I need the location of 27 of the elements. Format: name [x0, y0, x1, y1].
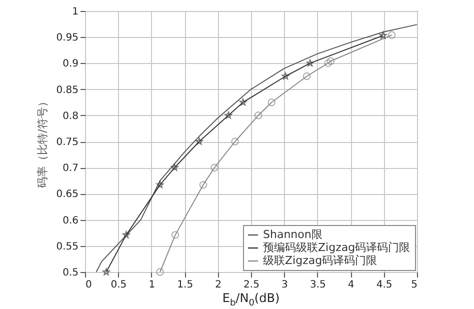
x-tick-label: 1.5 [177, 280, 194, 290]
x-tick-label: 0.5 [110, 280, 127, 290]
x-axis-title: E$_{b}$/N$_{0}$(dB) [221, 291, 281, 308]
x-tick-label: 3 [282, 280, 288, 290]
x-tick-label: 2 [215, 280, 222, 290]
y-tick-label: 0.7 [62, 163, 78, 174]
x-tick-label: 4 [348, 280, 354, 290]
y-tick-label: 1 [72, 6, 78, 18]
y-tick-label: 0.85 [56, 84, 78, 96]
y-tick-label: 0.8 [62, 110, 78, 122]
x-tick-label: 2.5 [244, 280, 260, 290]
y-tick-label: 0.55 [56, 241, 78, 252]
x-tick-label: 4.5 [376, 280, 392, 290]
x-tick-label: 5 [411, 280, 418, 290]
legend-label: 预编码级联Zigzag码译码门限 [263, 241, 410, 254]
legend-label: 级联Zigzag码译码门限 [263, 254, 378, 267]
y-tick-label: 0.5 [62, 268, 78, 278]
y-tick-label: 0.65 [56, 189, 78, 200]
y-tick-label: 0.6 [62, 215, 78, 226]
y-tick-label: 0.95 [56, 32, 78, 44]
y-tick-label: 0.75 [56, 137, 78, 148]
x-tick-label: 0 [86, 280, 92, 290]
x-tick-label: 1 [148, 280, 156, 290]
y-axis-title: 码率（比特/符号） [36, 96, 50, 188]
x-tick-label: 3.5 [310, 280, 326, 290]
y-tick-label: 0.9 [62, 58, 78, 70]
legend-label: Shannon限 [263, 228, 322, 241]
